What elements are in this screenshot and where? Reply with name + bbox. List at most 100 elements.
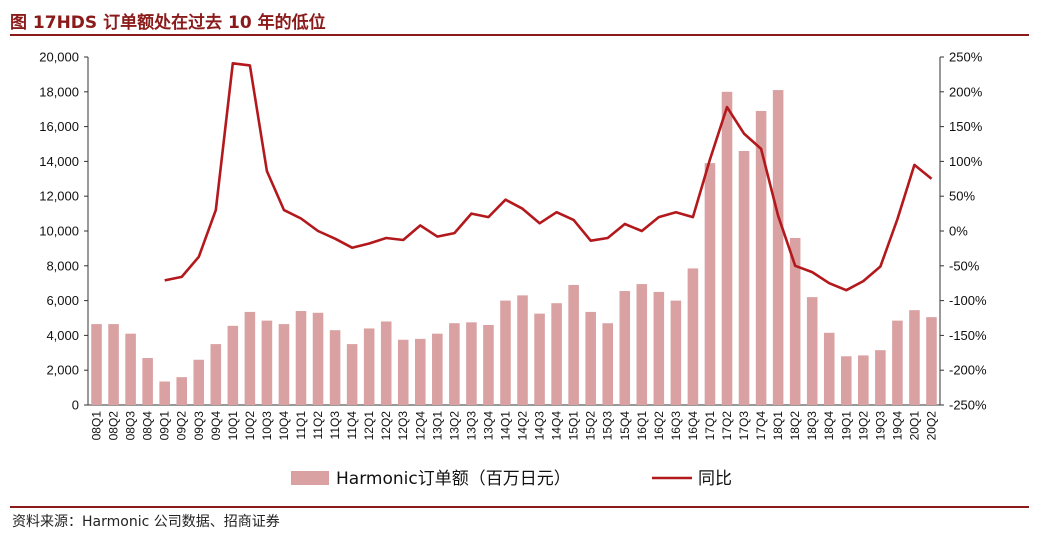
x-tick-label: 12Q1	[362, 411, 376, 441]
x-tick-label: 17Q1	[703, 411, 717, 441]
chart-title: 图 17HDS 订单额处在过去 10 年的低位	[10, 13, 326, 33]
x-tick-label: 14Q1	[498, 411, 512, 441]
bar	[380, 321, 392, 405]
bar	[108, 324, 119, 405]
bar	[261, 320, 273, 405]
x-tick-label: 17Q2	[720, 411, 734, 441]
bar	[721, 91, 733, 406]
bar	[176, 377, 188, 405]
x-tick-label: 13Q3	[464, 411, 478, 441]
bar	[483, 324, 494, 405]
y-left-tick-label: 4,000	[46, 328, 79, 343]
bar	[432, 333, 443, 405]
x-tick-label: 09Q4	[209, 411, 223, 441]
bar	[909, 310, 920, 405]
y-right-tick-label: -200%	[949, 363, 987, 378]
y-right-tick-label: 150%	[949, 119, 983, 134]
yoy-line	[164, 62, 933, 292]
x-tick-label: 16Q3	[669, 411, 683, 441]
x-tick-label: 18Q3	[805, 411, 819, 441]
x-tick-label: 10Q3	[260, 411, 274, 441]
bar	[636, 284, 648, 405]
x-tick-label: 11Q4	[345, 411, 359, 440]
y-right-tick-label: 200%	[949, 84, 983, 99]
x-tick-label: 14Q3	[533, 411, 547, 441]
y-left-tick-label: 18,000	[39, 84, 79, 99]
bar	[295, 311, 307, 405]
bar	[806, 297, 818, 405]
bar	[568, 284, 579, 405]
bar	[210, 344, 222, 405]
x-tick-label: 12Q2	[379, 411, 393, 441]
y-left-tick-label: 0	[72, 398, 79, 413]
bar	[738, 150, 750, 405]
x-tick-label: 10Q2	[243, 411, 257, 441]
bar	[466, 322, 477, 405]
bar	[772, 90, 784, 405]
x-tick-label: 13Q4	[481, 411, 495, 441]
x-tick-label: 09Q1	[158, 411, 172, 441]
y-left-tick-label: 20,000	[39, 50, 79, 65]
bar	[346, 344, 358, 405]
x-tick-label: 15Q1	[567, 411, 581, 441]
chart-area: 0 2,000 4,000 6,000 8,000 10,000 12,000 14,000 1…	[39, 50, 987, 490]
x-tick-label: 11Q1	[294, 411, 308, 440]
bar	[602, 323, 614, 405]
bar	[414, 338, 426, 405]
footer-rule	[10, 506, 1029, 508]
x-tick-label: 12Q4	[413, 411, 427, 441]
y-left-tick-label: 10,000	[39, 224, 79, 239]
y-right-tick-label: -100%	[949, 293, 987, 308]
x-tick-label: 14Q2	[516, 411, 530, 441]
bar	[926, 317, 937, 405]
x-tick-label: 16Q2	[652, 411, 666, 441]
x-tick-label: 17Q4	[754, 411, 768, 441]
bar	[142, 358, 153, 405]
x-tick-label: 15Q3	[601, 411, 615, 441]
x-tick-label: 16Q1	[635, 411, 649, 441]
x-tick-label: 20Q1	[907, 411, 921, 441]
bar	[159, 381, 170, 405]
x-tick-label: 18Q4	[822, 411, 836, 441]
x-tick-label: 11Q3	[328, 411, 342, 440]
x-tick-label: 19Q4	[890, 411, 904, 441]
y-right-tick-label: -50%	[949, 258, 980, 273]
bar	[585, 311, 596, 405]
y-right-tick-label: -150%	[949, 328, 987, 343]
bar	[687, 268, 699, 405]
bar	[670, 300, 682, 405]
bar	[91, 324, 102, 405]
x-tick-label: 17Q3	[737, 411, 751, 441]
bar	[397, 339, 409, 405]
bar	[363, 328, 375, 405]
y-right-tick-label: 50%	[949, 189, 975, 204]
y-left-tick-label: 2,000	[46, 363, 79, 378]
x-tick-label: 13Q1	[430, 411, 444, 441]
y-right-tick-label: 0%	[949, 224, 968, 239]
x-tick-label: 20Q2	[924, 411, 938, 441]
bar	[653, 291, 665, 405]
x-tick-label: 09Q3	[192, 411, 206, 441]
bar	[840, 356, 852, 405]
y-left-tick-label: 14,000	[39, 154, 79, 169]
bar	[244, 311, 256, 405]
x-tick-label: 08Q3	[124, 411, 138, 441]
bar	[449, 323, 460, 405]
y-left-tick-label: 6,000	[46, 293, 79, 308]
bar	[278, 324, 290, 405]
x-tick-label: 15Q2	[584, 411, 598, 441]
x-tick-label: 19Q1	[839, 411, 853, 441]
x-tick-label: 15Q4	[618, 411, 632, 441]
bar	[858, 355, 869, 405]
legend-bar-label: Harmonic订单额（百万日元）	[336, 469, 571, 489]
legend-bar-swatch	[291, 471, 329, 485]
x-tick-label: 19Q3	[873, 411, 887, 441]
bar	[329, 330, 341, 405]
bar	[534, 313, 545, 405]
x-tick-label: 19Q2	[856, 411, 870, 441]
bar	[193, 359, 205, 405]
y-right-tick-label: 250%	[949, 50, 983, 65]
bar	[227, 325, 239, 405]
bar	[551, 303, 562, 405]
bar	[755, 110, 767, 405]
